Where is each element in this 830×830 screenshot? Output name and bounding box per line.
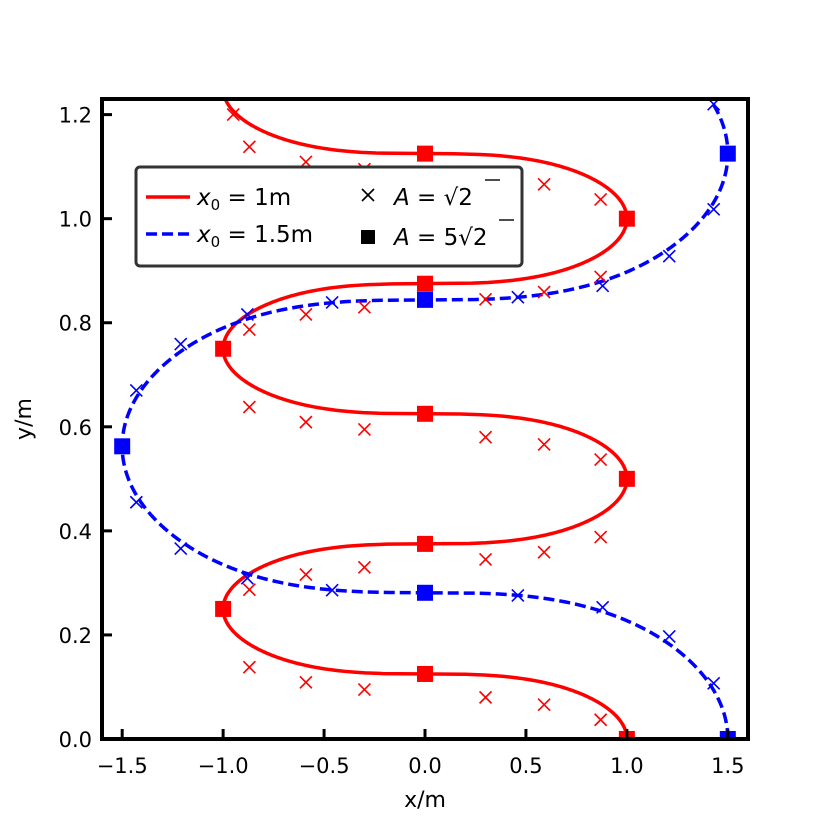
cross-marker-s0-9 xyxy=(299,568,313,582)
x-tick-label: 1.5 xyxy=(711,754,744,778)
square-marker-s1-4 xyxy=(719,145,736,162)
y-tick-label: 0.0 xyxy=(59,728,92,752)
square-marker-s0-8 xyxy=(618,210,635,227)
cross-marker-s0-25 xyxy=(478,292,493,306)
legend-label-x0-1: x0 = 1m xyxy=(196,185,291,214)
legend-label-a-sqrt2: A = √2 xyxy=(392,185,473,211)
x-tick-label: −1.5 xyxy=(97,754,148,778)
square-marker-s1-2 xyxy=(114,438,131,455)
square-marker-s1-1 xyxy=(417,584,433,601)
cross-marker-s0-16 xyxy=(537,437,551,452)
cross-marker-s0-27 xyxy=(594,270,608,284)
x-tick-label: 0.0 xyxy=(408,754,441,778)
cross-marker-s0-5 xyxy=(299,675,313,689)
square-marker-s0-1 xyxy=(417,665,433,682)
cross-marker-s1-17 xyxy=(707,202,721,216)
cross-marker-s0-11 xyxy=(478,552,493,567)
cross-marker-s0-35 xyxy=(226,108,240,122)
cross-marker-s1-11 xyxy=(174,337,188,351)
series-line-0 xyxy=(221,99,629,739)
sqrt-sign: √ xyxy=(458,225,473,251)
legend-marker-cross xyxy=(361,188,375,202)
y-tick-label: 0.6 xyxy=(59,416,92,440)
cross-marker-s0-18 xyxy=(357,422,372,436)
marker-layer xyxy=(114,99,736,739)
cross-marker-s0-12 xyxy=(537,545,551,559)
square-marker-s0-3 xyxy=(417,535,433,552)
cross-marker-s1-2 xyxy=(662,629,676,644)
cross-marker-s1-5 xyxy=(325,583,339,597)
cross-marker-s0-24 xyxy=(357,300,372,314)
cross-marker-s1-4 xyxy=(511,588,525,602)
square-marker-s0-4 xyxy=(618,470,635,487)
cross-marker-s1-3 xyxy=(596,600,610,614)
legend-label-x0-1.5: x0 = 1.5m xyxy=(196,222,313,251)
cross-marker-s0-13 xyxy=(594,530,608,544)
y-axis-label: y/m xyxy=(12,398,37,440)
cross-marker-s0-26 xyxy=(537,285,551,299)
cross-marker-s0-30 xyxy=(537,177,551,191)
cross-marker-s1-16 xyxy=(662,249,676,263)
square-marker-s0-6 xyxy=(215,340,232,357)
legend-box xyxy=(134,165,524,268)
square-marker-s0-9 xyxy=(417,145,433,162)
square-marker-s1-3 xyxy=(417,291,433,308)
y-tick-label: 1.0 xyxy=(59,208,92,232)
cross-marker-s0-29 xyxy=(594,192,608,206)
x-tick-label: 1.0 xyxy=(610,754,643,778)
cross-marker-s0-8 xyxy=(242,583,256,597)
y-tick-label: 1.2 xyxy=(59,104,92,128)
legend: x0 = 1m x0 = 1.5m A = √2 A = 5√2 xyxy=(134,165,524,268)
cross-marker-s0-15 xyxy=(594,453,608,467)
series-layer xyxy=(120,99,730,739)
y-tick-label: 0.2 xyxy=(59,624,92,648)
cross-marker-s1-14 xyxy=(511,290,525,304)
x-tick-label: −0.5 xyxy=(299,754,350,778)
x-tick-label: −1.0 xyxy=(198,754,249,778)
cross-marker-s0-19 xyxy=(299,415,313,429)
square-marker-s0-5 xyxy=(417,405,433,422)
cross-marker-s0-34 xyxy=(242,140,256,154)
sqrt-sign: √ xyxy=(444,185,459,211)
cross-marker-s1-7 xyxy=(174,541,188,556)
cross-marker-s0-23 xyxy=(299,307,313,321)
cross-marker-s1-10 xyxy=(129,383,143,397)
legend-label-a-5sqrt2: A = 5√2 xyxy=(392,225,488,251)
cross-marker-s0-4 xyxy=(357,683,372,697)
tick-layer: −1.5 −1.0 −0.5 0.0 0.5 1.0 1.5 0.0 0.2 0.4 0.6 0.8 1… xyxy=(59,104,745,778)
cross-marker-s1-13 xyxy=(325,295,339,310)
cross-marker-s0-6 xyxy=(242,660,256,674)
cross-marker-s1-12 xyxy=(240,307,254,321)
cross-marker-s1-15 xyxy=(596,279,610,293)
y-tick-label: 0.8 xyxy=(59,312,92,336)
cross-marker-s0-10 xyxy=(357,560,372,574)
x-tick-label: 0.5 xyxy=(509,754,542,778)
cross-marker-s1-6 xyxy=(240,571,254,585)
series-line-1 xyxy=(120,99,730,739)
y-tick-label: 0.4 xyxy=(59,520,92,544)
cross-marker-s1-1 xyxy=(707,676,721,690)
cross-marker-s0-22 xyxy=(242,322,256,337)
square-marker-s0-2 xyxy=(215,600,232,617)
square-marker-s0-7 xyxy=(417,275,433,292)
legend-marker-square xyxy=(361,230,375,244)
x-axis-label: x/m xyxy=(404,788,446,813)
cross-marker-s0-3 xyxy=(478,690,493,704)
cross-marker-s0-20 xyxy=(242,400,256,414)
cross-marker-s0-1 xyxy=(594,713,608,727)
cross-marker-s0-17 xyxy=(478,430,493,444)
cross-marker-s0-2 xyxy=(537,698,551,712)
cross-marker-s1-8 xyxy=(129,495,143,509)
